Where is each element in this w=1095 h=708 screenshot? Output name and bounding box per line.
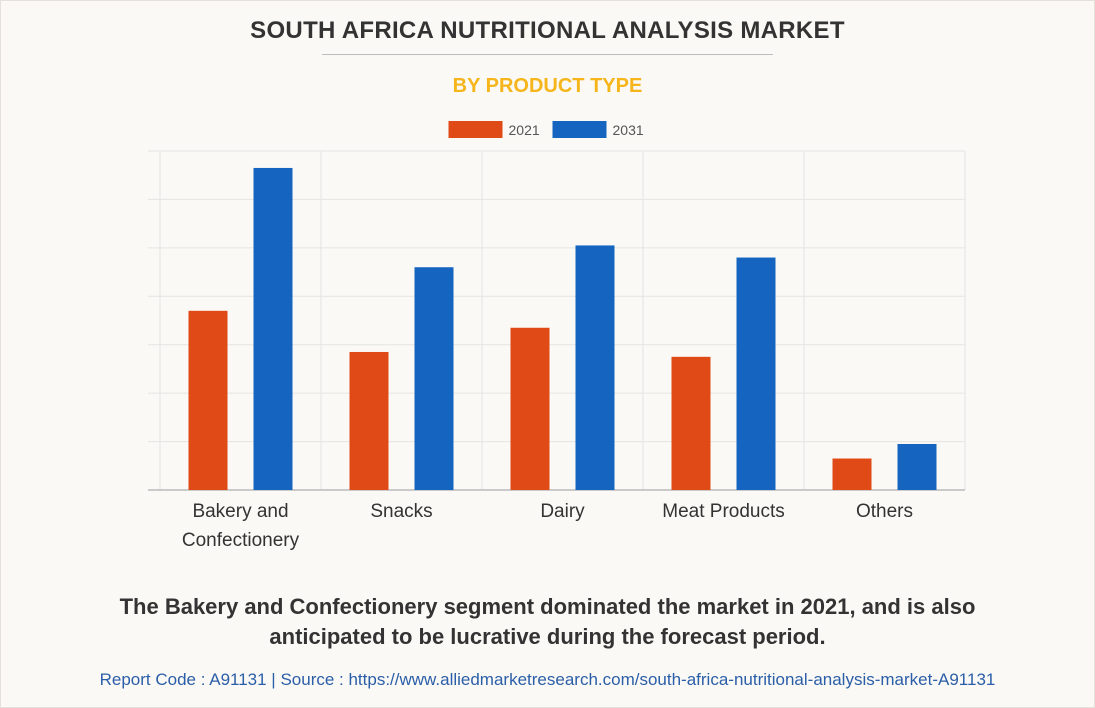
bar-2031-dairy xyxy=(575,245,615,490)
bar-2021-dairy xyxy=(510,327,550,490)
caption-line-1: The Bakery and Confectionery segment dom… xyxy=(119,594,976,619)
title-divider xyxy=(322,54,773,55)
x-tick-label-line: Dairy xyxy=(540,501,585,522)
x-tick-label-line: Others xyxy=(856,501,913,522)
x-tick-label: Others xyxy=(856,501,913,522)
x-tick-label: Meat Products xyxy=(662,501,785,522)
legend-swatch-2031 xyxy=(552,121,607,138)
chart-caption: The Bakery and Confectionery segment dom… xyxy=(60,592,1035,652)
caption-line-2: anticipated to be lucrative during the f… xyxy=(269,624,826,649)
bar-2021-others xyxy=(832,458,872,490)
bar-2021-snacks xyxy=(349,351,389,490)
x-tick-label-line: Bakery and xyxy=(192,501,288,522)
bar-2031-meat-products xyxy=(736,257,776,490)
x-tick-label-line: Snacks xyxy=(370,501,432,522)
bar-2021-meat-products xyxy=(671,356,711,490)
bar-2031-bakery-and-confectionery xyxy=(253,167,293,490)
x-tick-label: Bakery and Confectionery xyxy=(182,501,300,551)
chart-subtitle: BY PRODUCT TYPE xyxy=(452,75,643,97)
legend-label-2021: 2021 xyxy=(509,122,540,138)
bar-chart: Bakery and Confectionery Snacks Dairy Meat P… xyxy=(148,121,966,551)
x-tick-label-line: Confectionery xyxy=(182,530,300,551)
chart-title: SOUTH AFRICA NUTRITIONAL ANALYSIS MARKET xyxy=(250,17,845,44)
legend-swatch-2021 xyxy=(448,121,503,138)
legend-label-2031: 2031 xyxy=(613,122,644,138)
x-tick-label: Snacks xyxy=(370,501,432,522)
bar-2021-bakery-and-confectionery xyxy=(188,310,228,490)
source-footer: Report Code : A91131 | Source : https://… xyxy=(99,670,996,689)
bar-2031-snacks xyxy=(414,267,454,490)
x-tick-label-line: Meat Products xyxy=(662,501,785,522)
x-tick-label: Dairy xyxy=(540,501,585,522)
bar-2031-others xyxy=(897,443,937,490)
